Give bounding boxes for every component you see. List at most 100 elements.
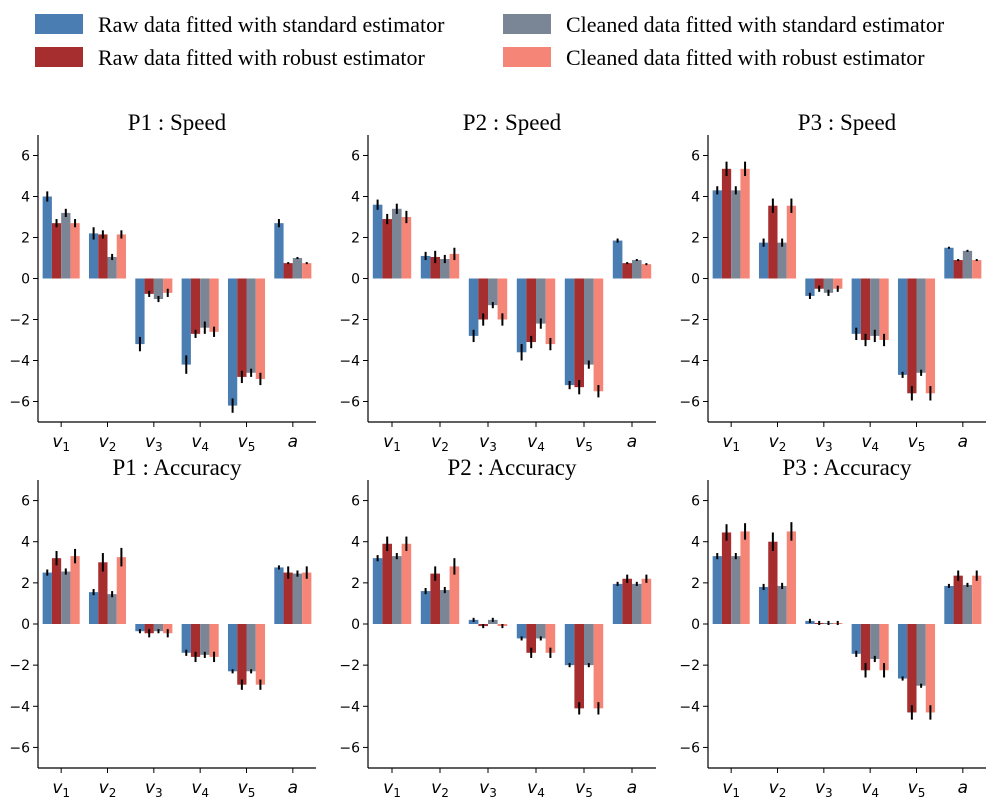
- bar: [786, 531, 797, 624]
- bar: [292, 573, 303, 624]
- legend-label-cleaned-standard: Cleaned data fitted with standard estima…: [566, 12, 945, 37]
- y-tick-label: 6: [21, 149, 30, 165]
- bar: [916, 278, 926, 373]
- bar: [255, 624, 266, 685]
- y-tick-label: 2: [351, 231, 360, 247]
- bar: [449, 253, 460, 279]
- bar: [962, 584, 973, 624]
- bar: [593, 624, 604, 709]
- bar: [632, 260, 642, 279]
- bar: [805, 278, 815, 296]
- bar: [51, 558, 62, 624]
- bar: [227, 624, 238, 672]
- legend-label-cleaned-robust: Cleaned data fitted with robust estimato…: [566, 45, 925, 70]
- x-tick-label: a: [958, 432, 968, 452]
- y-tick-label: 0: [351, 617, 360, 633]
- y-tick-label: 2: [691, 231, 700, 247]
- bar: [116, 557, 127, 624]
- bar: [107, 256, 117, 279]
- bar: [440, 590, 450, 624]
- bar: [163, 624, 173, 634]
- bar: [372, 204, 383, 279]
- bar: [879, 624, 889, 671]
- bar: [712, 556, 722, 624]
- bar: [190, 624, 201, 657]
- bar: [181, 278, 191, 365]
- bar: [526, 624, 536, 653]
- bar: [420, 591, 431, 624]
- y-tick-label: −2: [339, 658, 360, 674]
- x-tick-label: v2: [431, 432, 449, 454]
- bar: [536, 624, 546, 639]
- y-tick-label: 4: [21, 535, 30, 551]
- y-tick-label: −6: [9, 395, 30, 411]
- bar: [870, 278, 880, 336]
- y-tick-label: −2: [339, 313, 360, 329]
- bar: [153, 278, 164, 299]
- y-tick-label: 2: [351, 576, 360, 592]
- y-tick-label: −2: [679, 658, 700, 674]
- bar: [758, 586, 769, 624]
- x-tick-label: v4: [527, 778, 545, 800]
- bar: [70, 556, 80, 624]
- x-tick-label: v4: [191, 432, 209, 454]
- bar: [302, 263, 312, 279]
- y-tick-label: 6: [691, 494, 700, 510]
- x-tick-label: v3: [145, 432, 163, 454]
- bar: [516, 624, 527, 639]
- x-tick-label: v1: [52, 778, 70, 800]
- bar: [116, 234, 127, 279]
- x-tick-label: v2: [769, 778, 787, 800]
- x-tick-label: v4: [861, 432, 879, 454]
- y-tick-label: 6: [691, 149, 700, 165]
- bar: [740, 168, 750, 279]
- x-tick-label: v1: [383, 778, 401, 800]
- x-tick-label: v1: [722, 778, 740, 800]
- y-tick-label: −6: [679, 395, 700, 411]
- x-tick-label: a: [627, 432, 637, 452]
- bar: [622, 578, 632, 624]
- bar: [401, 217, 412, 279]
- bar: [237, 278, 247, 377]
- y-tick-label: 0: [691, 617, 700, 633]
- bar: [200, 624, 210, 655]
- bar: [430, 573, 440, 624]
- bar: [283, 263, 293, 279]
- bar: [98, 562, 108, 624]
- bar: [144, 624, 154, 634]
- y-tick-label: −2: [9, 313, 30, 329]
- bar: [860, 278, 871, 340]
- bar: [814, 278, 824, 289]
- y-tick-label: 6: [351, 494, 360, 510]
- bar: [135, 624, 145, 632]
- y-tick-label: 0: [351, 272, 360, 288]
- bar: [274, 567, 284, 624]
- bar: [430, 256, 440, 279]
- chart-panel: P3 : Speed −6 −4 −2 0 2 4 6 v1 v2 v3 v4 v5 a: [679, 110, 986, 454]
- x-tick-label: v5: [575, 432, 593, 454]
- bar: [612, 240, 623, 279]
- legend-swatch-raw-standard: [35, 14, 83, 34]
- bar: [468, 278, 479, 336]
- y-tick-label: −6: [339, 740, 360, 756]
- x-tick-label: v3: [479, 432, 497, 454]
- bar: [574, 624, 584, 709]
- bar: [382, 219, 392, 279]
- bar: [392, 208, 402, 279]
- bar: [42, 196, 52, 279]
- x-tick-label: v2: [99, 432, 117, 454]
- bar: [823, 278, 834, 293]
- legend-label-raw-robust: Raw data fitted with robust estimator: [98, 45, 426, 70]
- bar: [526, 278, 536, 343]
- bar: [731, 556, 741, 624]
- bar: [200, 278, 210, 328]
- bar: [593, 278, 604, 392]
- y-tick-label: −4: [339, 699, 360, 715]
- chart-panel: P2 : Accuracy −6 −4 −2 0 2 4 6 v1 v2 v3 v4 v5 a: [339, 455, 656, 800]
- bar: [392, 556, 402, 624]
- x-tick-label: a: [958, 778, 968, 798]
- bar: [292, 258, 303, 279]
- bar: [972, 575, 982, 624]
- panel-title: P1 : Speed: [128, 110, 227, 135]
